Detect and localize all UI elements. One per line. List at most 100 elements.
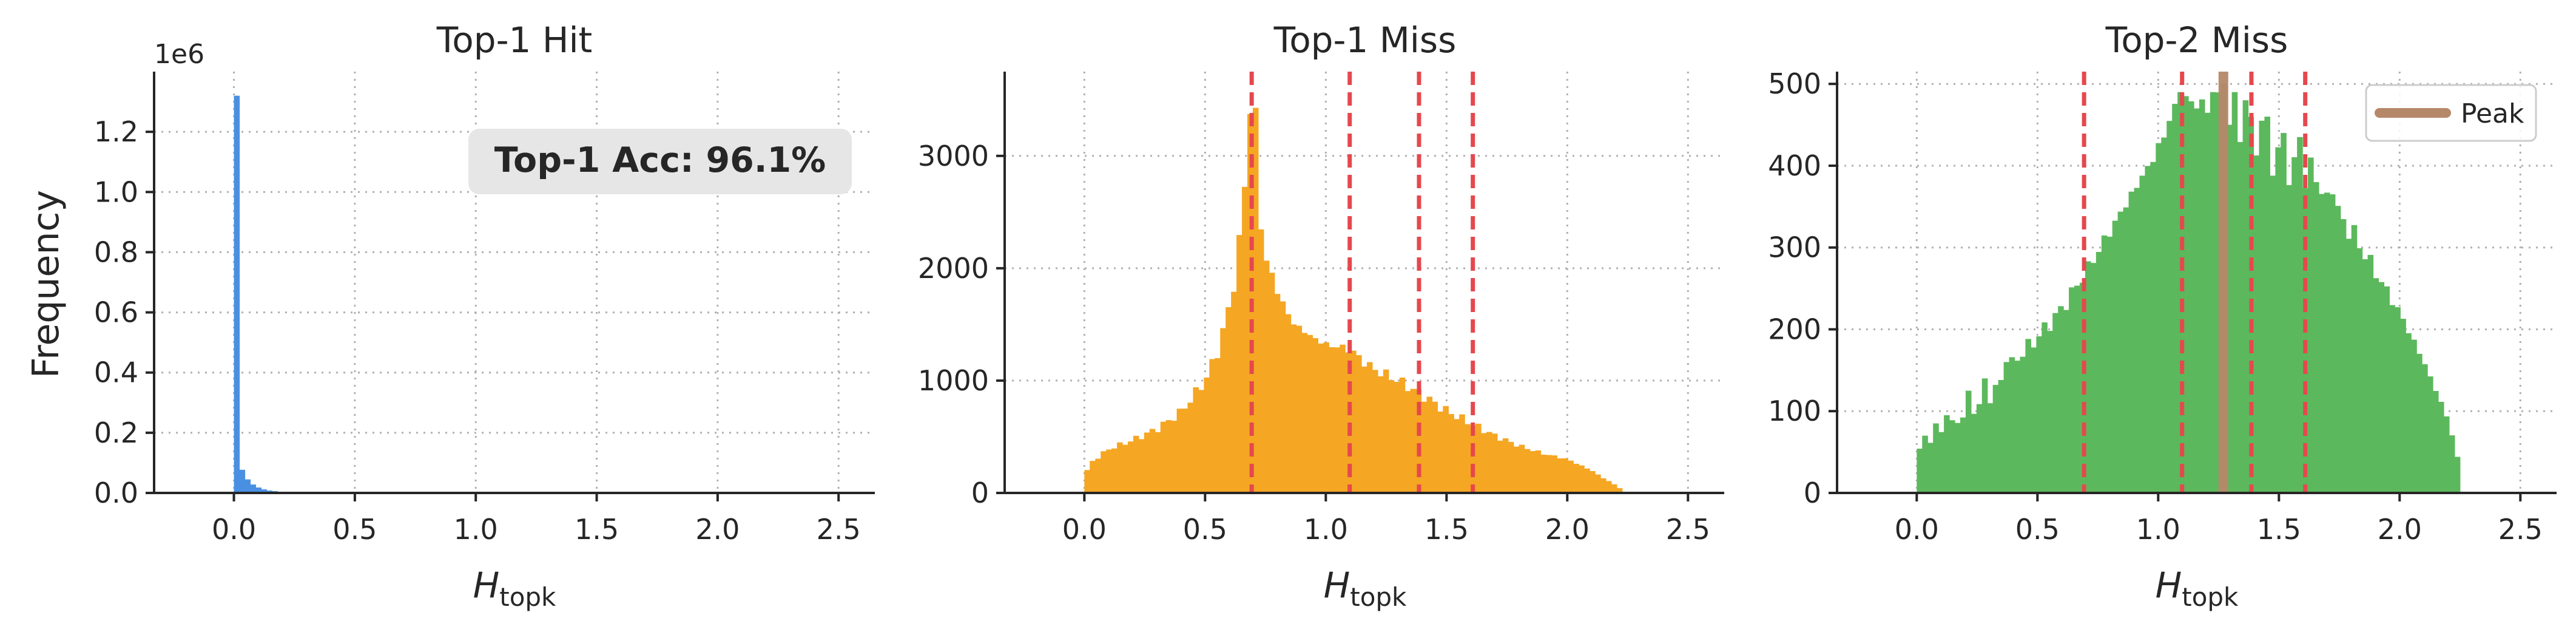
histogram-bar bbox=[1394, 382, 1400, 493]
histogram-bar bbox=[2454, 457, 2461, 493]
histogram-bar bbox=[1176, 409, 1183, 493]
histogram-bar bbox=[1252, 107, 1259, 493]
reference-lines bbox=[1249, 72, 1475, 493]
histogram-bar bbox=[1443, 406, 1449, 493]
x-tick-label: 2.5 bbox=[1666, 513, 1710, 546]
y-ticks: 0 1000 2000 3000 bbox=[918, 140, 1005, 509]
histogram-bar bbox=[2177, 92, 2183, 493]
histogram-bar bbox=[1340, 344, 1346, 493]
histogram-bar bbox=[2166, 121, 2173, 494]
histogram-bar bbox=[1551, 455, 1557, 493]
histogram-bar bbox=[1204, 377, 1210, 493]
histogram-bar bbox=[2096, 251, 2102, 493]
axis-spines bbox=[1836, 72, 2557, 494]
histogram-bar bbox=[1160, 421, 1167, 493]
y-tick-label: 0.8 bbox=[94, 236, 138, 268]
histogram-bar bbox=[1095, 458, 1101, 493]
histogram-bar bbox=[2047, 331, 2053, 493]
histogram-bar bbox=[1242, 186, 1248, 493]
y-tick-label: 200 bbox=[1768, 313, 1821, 345]
histogram-bar bbox=[2378, 282, 2385, 493]
histogram-bar bbox=[1584, 468, 1590, 493]
histogram-bar bbox=[1448, 414, 1454, 493]
histogram-bar bbox=[2264, 117, 2270, 493]
histogram-bar bbox=[2237, 141, 2244, 493]
histogram-bar bbox=[1546, 455, 1553, 493]
y-tick-label: 0 bbox=[971, 477, 989, 509]
histogram-bar bbox=[1497, 440, 1503, 493]
histogram-bar bbox=[1410, 389, 1417, 493]
histogram-bar bbox=[2063, 310, 2069, 493]
histogram-bar bbox=[2215, 92, 2222, 493]
x-tick-label: 0.0 bbox=[1062, 513, 1107, 546]
y-offset-text: 1e6 bbox=[154, 39, 204, 70]
histogram-bar bbox=[2286, 185, 2292, 493]
histogram-bar bbox=[1971, 413, 1977, 493]
histogram-bar bbox=[1323, 342, 1329, 493]
histogram-bar bbox=[1111, 448, 1118, 493]
histogram-bar bbox=[1285, 314, 1292, 493]
histogram-bar bbox=[1193, 387, 1199, 493]
axis-spines bbox=[1003, 72, 1724, 494]
histogram-bar bbox=[1938, 432, 1944, 493]
histogram-bar bbox=[2204, 112, 2211, 493]
y-tick-label: 2000 bbox=[918, 252, 989, 285]
histogram-bar bbox=[2090, 263, 2097, 493]
histogram-bar bbox=[2329, 194, 2336, 493]
histogram-bar bbox=[1415, 389, 1422, 493]
y-tick-label: 400 bbox=[1768, 149, 1821, 182]
x-tick-label: 0.0 bbox=[1895, 513, 1939, 546]
histogram-bar bbox=[2231, 92, 2238, 493]
legend: Peak bbox=[2365, 84, 2537, 142]
x-tick-label: 0.5 bbox=[1183, 513, 1227, 546]
histogram-bar bbox=[1198, 390, 1204, 493]
histogram-bar bbox=[1949, 420, 1955, 493]
histogram-bar bbox=[1165, 420, 1172, 493]
panel-top1-miss: Top-1 Miss 0.0 0.5 1.0 1.5 2.0 2.5 0 1000 2000 3… bbox=[918, 19, 1724, 612]
histogram-bar bbox=[1508, 441, 1514, 493]
histogram-bar bbox=[1117, 442, 1123, 493]
y-tick-label: 3000 bbox=[918, 140, 989, 172]
histogram-bar bbox=[1388, 380, 1395, 493]
histogram-bar bbox=[1579, 465, 1585, 493]
histogram-bar bbox=[2003, 362, 2010, 493]
histogram-bar bbox=[1236, 235, 1242, 493]
histogram-bar bbox=[2362, 259, 2369, 493]
histogram-bar bbox=[1562, 458, 1568, 493]
histogram-bar bbox=[1933, 423, 1939, 493]
histogram-bar bbox=[2199, 99, 2205, 494]
histogram-bar bbox=[1426, 396, 1433, 493]
histogram-bar bbox=[2411, 339, 2417, 493]
histogram-bar bbox=[1960, 417, 1966, 493]
histogram-bar bbox=[1307, 334, 1313, 493]
x-tick-label: 1.5 bbox=[2257, 513, 2301, 546]
y-tick-label: 1000 bbox=[918, 364, 989, 397]
histogram-bar bbox=[1106, 449, 1112, 493]
histogram-bar bbox=[1318, 343, 1324, 493]
histogram-bar bbox=[2324, 192, 2330, 493]
histogram-bar bbox=[1133, 435, 1139, 493]
histogram-bar bbox=[1465, 424, 1471, 493]
histogram-bar bbox=[2134, 188, 2140, 493]
histogram-bar bbox=[261, 489, 267, 493]
histogram-bar bbox=[2058, 306, 2064, 493]
x-tick-label: 1.5 bbox=[575, 513, 619, 546]
histogram-bar bbox=[1976, 404, 1983, 493]
panel-top2-miss: Top-2 Miss 0.0 0.5 1.0 1.5 2.0 2.5 0 100 200 300… bbox=[1768, 19, 2557, 612]
histogram-bar bbox=[2128, 191, 2135, 493]
histogram-bar bbox=[2389, 305, 2395, 493]
histogram-bar bbox=[1557, 458, 1563, 493]
histogram-bar bbox=[1955, 423, 1961, 493]
y-tick-label: 0.4 bbox=[94, 356, 138, 389]
histogram-bar bbox=[1329, 347, 1335, 493]
x-tick-label: 0.5 bbox=[2015, 513, 2060, 546]
histogram-bar bbox=[2422, 364, 2428, 493]
histogram-bar bbox=[1155, 432, 1161, 493]
histogram-bar bbox=[1084, 470, 1090, 493]
histogram-bar bbox=[1965, 390, 1972, 493]
histogram-bar bbox=[1138, 439, 1145, 493]
y-tick-label: 0.2 bbox=[94, 416, 138, 449]
histogram-bar bbox=[2139, 175, 2146, 494]
x-tick-label: 2.5 bbox=[2498, 513, 2543, 546]
